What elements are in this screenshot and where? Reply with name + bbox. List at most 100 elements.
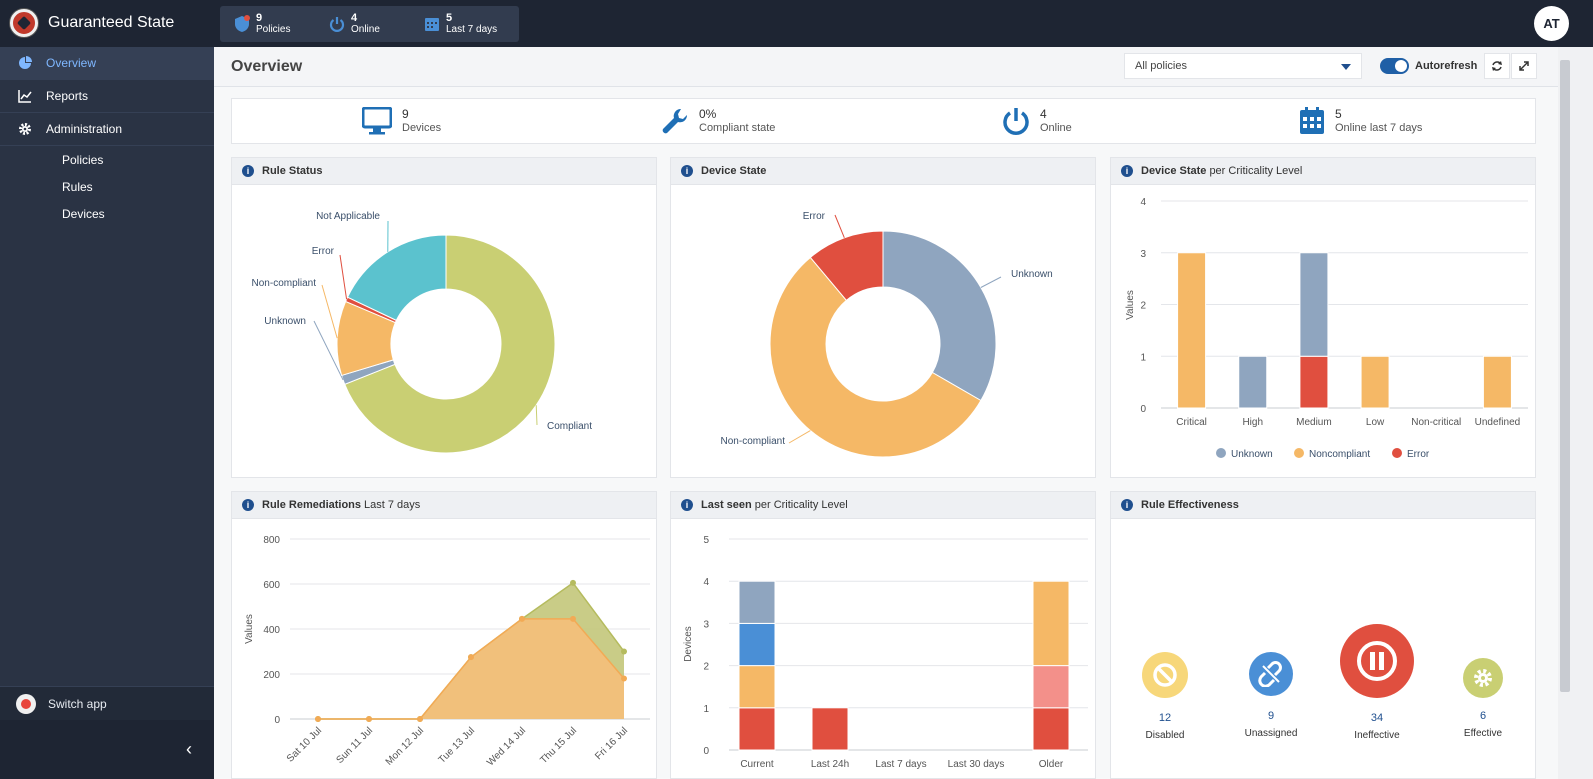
effectiveness-unassigned[interactable]: 9 Unassigned [1236, 652, 1306, 739]
pie-leader-line [834, 214, 845, 239]
panel-rule-effectiveness: i Rule Effectiveness 12 Disabled 9 Unass… [1110, 491, 1536, 779]
effectiveness-value: 6 [1479, 710, 1487, 722]
info-icon[interactable]: i [242, 165, 254, 177]
y-tick-label: 3 [703, 619, 709, 630]
x-tick-label: Wed 14 Jul [485, 725, 528, 768]
line-chart-icon [18, 90, 32, 103]
panel-rule-remediations: i Rule Remediations Last 7 days 0 200 400 6… [231, 491, 657, 779]
sidebar-subitem-rules[interactable]: Rules [62, 179, 93, 194]
pie-label: Unknown [264, 316, 306, 327]
effectiveness-value: 12 [1158, 712, 1172, 724]
panel-subtitle: Last 7 days [364, 499, 421, 511]
summary-label: Online [1040, 122, 1072, 134]
bar-segment [738, 707, 776, 751]
y-axis-label: Devices [683, 626, 694, 662]
bar-segment [738, 665, 776, 709]
summary-online-7-days[interactable]: 5 Online last 7 days [1299, 107, 1422, 135]
summary-compliant[interactable]: 0% Compliant state [661, 107, 775, 135]
x-tick-label: Last 7 days [875, 759, 926, 770]
legend-label: Noncompliant [1309, 449, 1370, 460]
sidebar-item-label: Administration [46, 122, 123, 136]
area-fill [318, 618, 624, 719]
info-icon[interactable]: i [681, 499, 693, 511]
switch-app-icon [16, 693, 36, 714]
switch-app-button[interactable]: Switch app [0, 686, 214, 720]
calendar-icon [1300, 107, 1324, 134]
y-tick-label: 0 [274, 715, 280, 726]
pie-label: Error [312, 246, 335, 257]
y-tick-label: 1 [1140, 352, 1146, 363]
panel-header: i Rule Status [232, 158, 656, 185]
panel-title: Rule Status [262, 165, 323, 177]
sidebar-subitem-devices[interactable]: Devices [62, 206, 105, 221]
pie-slice [882, 230, 997, 402]
legend-marker [1216, 448, 1226, 458]
info-icon[interactable]: i [1121, 499, 1133, 511]
top-stat-value: 4 [351, 11, 358, 24]
refresh-button[interactable] [1484, 53, 1510, 79]
summary-label: Compliant state [699, 122, 776, 134]
expand-icon [1519, 61, 1529, 71]
effectiveness-ineffective[interactable]: 34 Ineffective [1337, 624, 1417, 741]
bar-segment [811, 707, 849, 751]
page-title: Overview [231, 58, 303, 75]
panel-device-state-criticality: i Device State per Criticality Level 0 1 2… [1110, 157, 1536, 478]
pie-label: Unknown [1011, 269, 1053, 280]
legend-marker [1294, 448, 1304, 458]
bar-segment [1482, 355, 1512, 409]
y-tick-label: 3 [1140, 249, 1146, 260]
x-tick-label: Thu 15 Jul [538, 725, 579, 766]
legend-label: Unknown [1231, 449, 1273, 460]
panel-title: Rule Remediations [262, 499, 362, 511]
sidebar-item-label: Reports [46, 89, 89, 103]
data-point [417, 716, 423, 722]
info-icon[interactable]: i [1121, 165, 1133, 177]
main-content: Overview All policies Autorefresh 9 Devic… [214, 47, 1558, 779]
sidebar-subitem-policies[interactable]: Policies [62, 152, 104, 167]
summary-value: 4 [1040, 107, 1047, 121]
pie-slice [769, 256, 982, 458]
info-icon[interactable]: i [681, 165, 693, 177]
effectiveness-label: Effective [1463, 728, 1503, 739]
sidebar-collapse-button[interactable]: ‹ [0, 720, 214, 779]
info-icon[interactable]: i [242, 499, 254, 511]
effectiveness-disabled[interactable]: 12 Disabled [1133, 652, 1197, 741]
chevron-left-icon: ‹ [186, 739, 192, 759]
top-stat-online[interactable]: 4 Online [315, 11, 410, 36]
pause-icon [1340, 624, 1414, 698]
data-point [366, 716, 372, 722]
sidebar-item-administration[interactable]: Administration [0, 113, 214, 146]
sidebar-item-overview[interactable]: Overview [0, 47, 214, 80]
y-tick-label: 0 [703, 746, 709, 757]
pie-leader-line [339, 254, 348, 300]
brand[interactable]: Guaranteed State [10, 9, 174, 37]
autorefresh-toggle[interactable] [1380, 58, 1409, 74]
y-tick-label: 1 [703, 704, 709, 715]
panel-title: Device State [701, 165, 767, 177]
pie-slice [346, 234, 447, 322]
power-icon [1003, 108, 1029, 135]
top-stat-policies[interactable]: 9 Policies [220, 12, 315, 36]
y-tick-label: 600 [263, 580, 280, 591]
switch-app-label: Switch app [48, 696, 107, 711]
pie-label: Non-compliant [721, 436, 786, 447]
summary-devices[interactable]: 9 Devices [362, 107, 441, 135]
user-avatar[interactable]: AT [1534, 6, 1569, 41]
calendar-icon [425, 18, 439, 31]
data-point [570, 579, 576, 586]
panel-header: i Rule Remediations Last 7 days [232, 492, 656, 519]
effectiveness-effective[interactable]: 6 Effective [1451, 658, 1515, 739]
monitor-icon [362, 107, 392, 135]
summary-value: 5 [1335, 107, 1342, 121]
fullscreen-button[interactable] [1511, 53, 1537, 79]
summary-online[interactable]: 4 Online [1002, 107, 1072, 135]
policy-select[interactable]: All policies [1124, 53, 1362, 79]
effectiveness-label: Disabled [1145, 730, 1185, 741]
scrollbar-thumb[interactable] [1560, 60, 1570, 692]
sidebar-item-reports[interactable]: Reports [0, 80, 214, 113]
panel-last-seen: i Last seen per Criticality Level 0 1 2 3 4 5… [670, 491, 1096, 779]
x-tick-label: Sun 11 Jul [334, 725, 375, 766]
data-point [570, 615, 576, 622]
panel-device-state: i Device State Unknown Non-compliant Error [670, 157, 1096, 478]
top-stat-last7[interactable]: 5 Last 7 days [410, 12, 505, 36]
